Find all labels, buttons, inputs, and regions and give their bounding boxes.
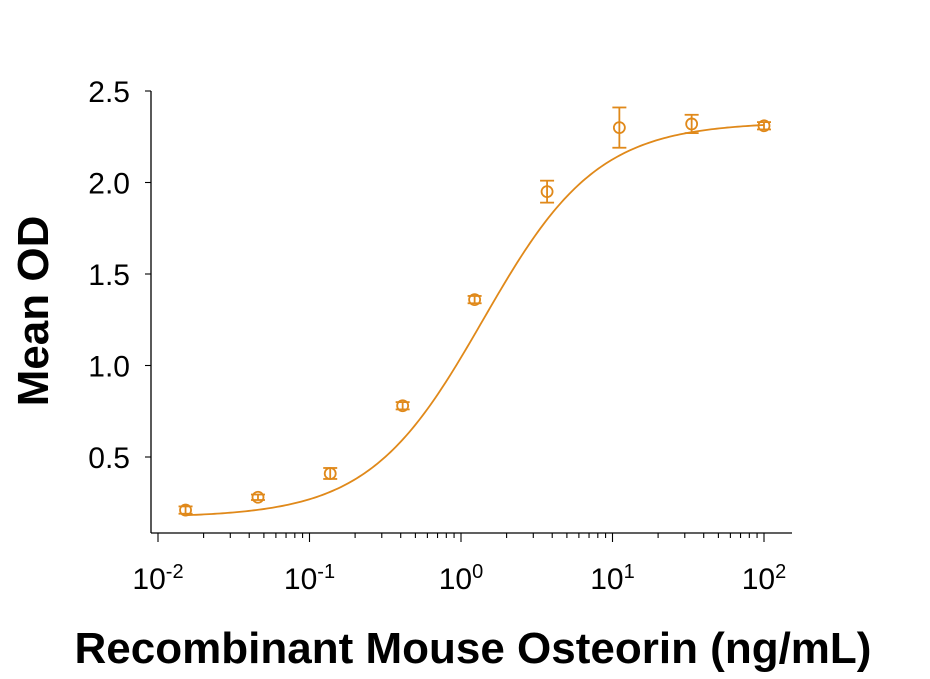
data-marker	[685, 117, 699, 131]
data-marker	[251, 490, 265, 504]
data-marker	[396, 399, 410, 413]
data-marker	[540, 185, 554, 199]
data-point	[178, 503, 193, 517]
data-point	[250, 490, 265, 504]
x-tick-label: 10-2	[132, 561, 183, 596]
data-point	[757, 119, 771, 133]
y-tick-label: 1.5	[88, 259, 130, 292]
y-tick-label: 1.0	[88, 351, 130, 384]
x-tick-label: 100	[439, 561, 484, 596]
y-axis-title: Mean OD	[9, 216, 58, 407]
data-point	[540, 179, 555, 204]
x-tick-label: 102	[742, 561, 787, 596]
data-marker	[468, 293, 482, 307]
plot-area	[178, 106, 771, 517]
x-axis-ticks: 10-2 10-1 100 101 102	[132, 533, 786, 596]
y-tick-label: 2.5	[88, 76, 130, 109]
data-point	[612, 106, 627, 149]
data-marker	[612, 121, 626, 134]
y-tick-label: 2.0	[88, 168, 130, 201]
x-tick-label: 10-1	[284, 561, 335, 596]
data-marker	[323, 467, 337, 480]
data-point	[684, 113, 699, 134]
y-axis-ticks: 0.5 1.0 1.5 2.0 2.5	[88, 76, 151, 475]
data-point	[467, 293, 482, 307]
x-axis-title: Recombinant Mouse Osteorin (ng/mL)	[75, 624, 872, 673]
data-marker	[757, 119, 771, 133]
fit-curve	[185, 124, 765, 517]
data-marker	[179, 503, 192, 517]
axes	[150, 91, 792, 534]
x-tick-label: 101	[590, 561, 635, 596]
data-point	[395, 399, 410, 413]
y-tick-label: 0.5	[88, 442, 130, 475]
data-point	[323, 467, 338, 480]
